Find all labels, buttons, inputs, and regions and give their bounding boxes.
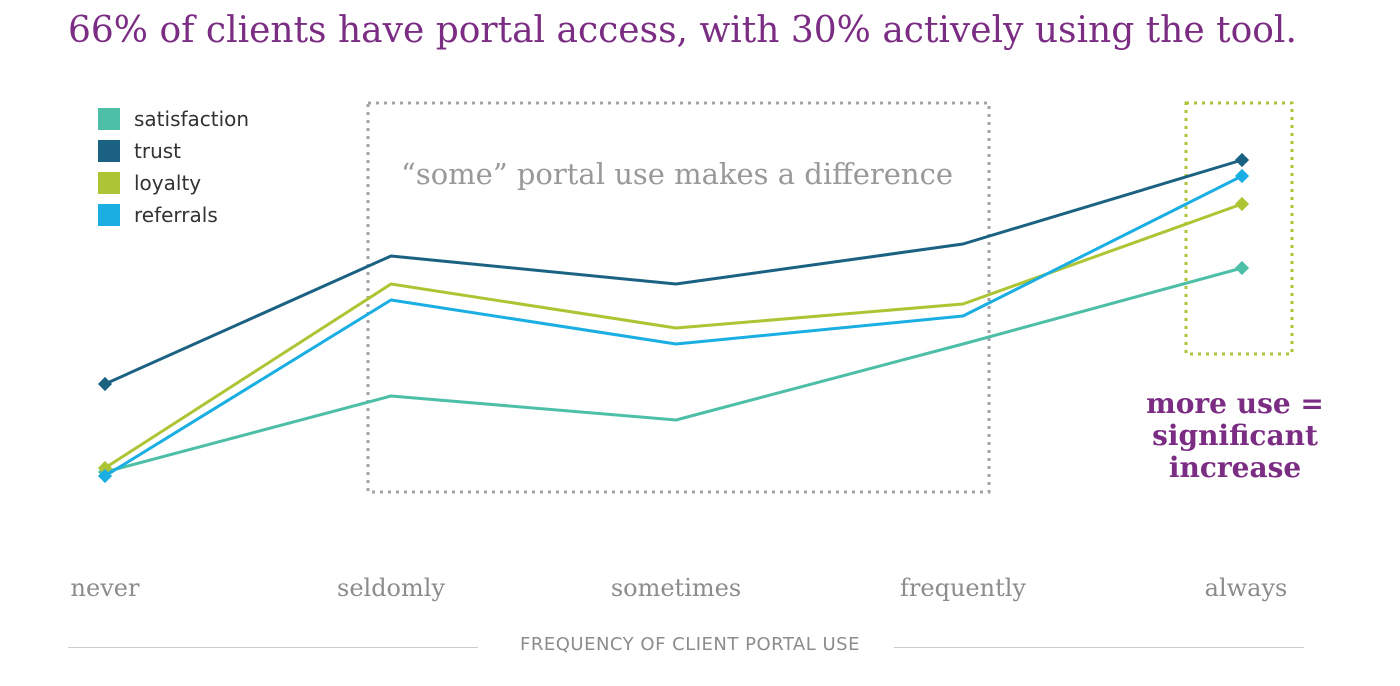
series-line-referrals — [104, 174, 1243, 478]
legend-swatch-trust — [98, 140, 120, 162]
series-line-trust — [104, 158, 1243, 386]
legend-label: satisfaction — [134, 107, 250, 131]
x-tick-label: never — [70, 574, 140, 602]
legend-item-trust: trust — [98, 135, 249, 167]
legend-item-satisfaction: satisfaction — [98, 103, 249, 135]
series-marker-trust — [97, 376, 113, 392]
axis-line-right — [894, 647, 1304, 648]
series-line-satisfaction — [104, 266, 1243, 474]
annotation-some-use: “some” portal use makes a difference — [401, 157, 953, 191]
x-tick-label: frequently — [900, 574, 1026, 602]
series-marker-satisfaction — [1234, 260, 1250, 276]
legend-item-loyalty: loyalty — [98, 167, 249, 199]
x-axis-label: FREQUENCY OF CLIENT PORTAL USE — [520, 634, 860, 655]
legend-label: loyalty — [134, 171, 202, 195]
legend: satisfaction trust loyalty referrals — [98, 103, 249, 231]
x-tick-label: always — [1204, 574, 1288, 602]
legend-label: trust — [134, 139, 182, 163]
legend-label: referrals — [134, 203, 218, 227]
series-layer — [97, 152, 1250, 484]
legend-swatch-satisfaction — [98, 108, 120, 130]
x-tick-label: sometimes — [610, 574, 742, 602]
always-highlight-box — [1184, 101, 1294, 356]
series-marker-referrals — [97, 468, 113, 484]
annotation-more-use: more use = significant increase — [1146, 387, 1324, 484]
axis-line-left — [68, 647, 478, 648]
chart-title: 66% of clients have portal access, with … — [68, 10, 1297, 51]
series-line-loyalty — [104, 202, 1243, 470]
series-marker-referrals — [1234, 168, 1250, 184]
legend-swatch-loyalty — [98, 172, 120, 194]
legend-item-referrals: referrals — [98, 199, 249, 231]
legend-swatch-referrals — [98, 204, 120, 226]
series-marker-loyalty — [1234, 196, 1250, 212]
series-marker-trust — [1234, 152, 1250, 168]
x-tick-label: seldomly — [337, 574, 445, 602]
series-marker-loyalty — [97, 460, 113, 476]
